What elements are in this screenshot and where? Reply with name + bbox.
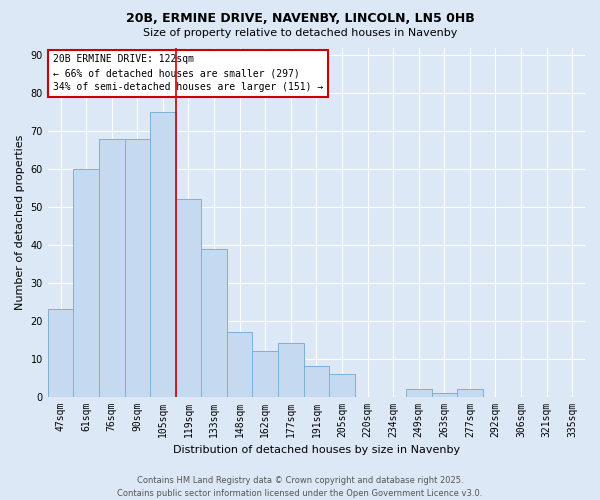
Bar: [431, 393, 457, 396]
Bar: [99, 138, 125, 396]
Bar: [201, 248, 227, 396]
Bar: [253, 351, 278, 397]
Text: 20B ERMINE DRIVE: 122sqm
← 66% of detached houses are smaller (297)
34% of semi-: 20B ERMINE DRIVE: 122sqm ← 66% of detach…: [53, 54, 323, 92]
Bar: [457, 389, 482, 396]
Y-axis label: Number of detached properties: Number of detached properties: [15, 134, 25, 310]
Text: 20B, ERMINE DRIVE, NAVENBY, LINCOLN, LN5 0HB: 20B, ERMINE DRIVE, NAVENBY, LINCOLN, LN5…: [125, 12, 475, 26]
Bar: [329, 374, 355, 396]
Bar: [73, 169, 99, 396]
Bar: [150, 112, 176, 397]
Bar: [278, 344, 304, 396]
Bar: [176, 200, 201, 396]
Bar: [48, 310, 73, 396]
Bar: [304, 366, 329, 396]
Bar: [227, 332, 253, 396]
Bar: [406, 389, 431, 396]
Bar: [125, 138, 150, 396]
Text: Contains HM Land Registry data © Crown copyright and database right 2025.
Contai: Contains HM Land Registry data © Crown c…: [118, 476, 482, 498]
X-axis label: Distribution of detached houses by size in Navenby: Distribution of detached houses by size …: [173, 445, 460, 455]
Text: Size of property relative to detached houses in Navenby: Size of property relative to detached ho…: [143, 28, 457, 38]
